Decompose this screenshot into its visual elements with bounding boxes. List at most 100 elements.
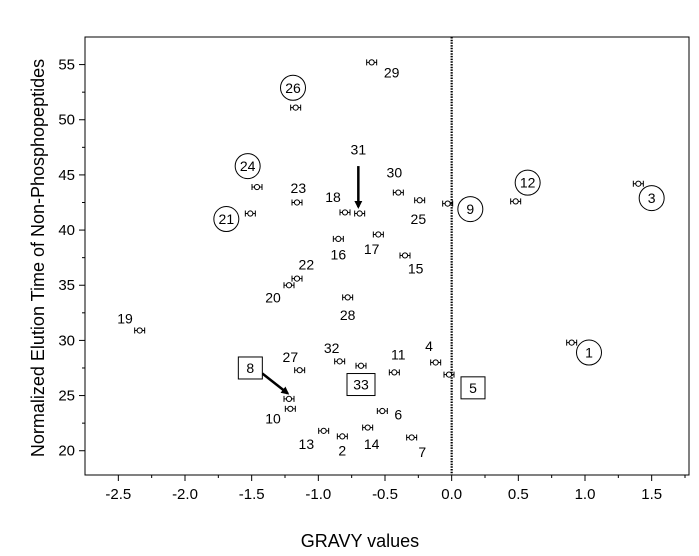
point-marker [285, 395, 293, 402]
point-marker [512, 198, 519, 205]
point-label: 24 [240, 158, 256, 174]
point-marker [293, 199, 301, 206]
label-box [346, 373, 376, 397]
x-tick-label: -2.5 [105, 486, 131, 503]
point-marker [416, 197, 423, 204]
point-marker [395, 189, 402, 196]
data-point [406, 434, 418, 441]
data-point [284, 405, 296, 412]
point-label: 10 [265, 411, 281, 427]
x-tick-label: 0.5 [508, 486, 529, 503]
data-point [443, 371, 455, 378]
data-point [291, 199, 303, 206]
point-label: 29 [384, 64, 400, 80]
point-marker [445, 371, 453, 378]
point-marker [247, 210, 254, 217]
point-marker [408, 434, 415, 441]
x-tick-label: -2.0 [172, 486, 198, 503]
label-circle [514, 169, 541, 196]
point-label: 11 [391, 347, 406, 363]
point-label: 14 [364, 436, 380, 452]
data-point [134, 327, 146, 334]
point-marker [335, 235, 342, 242]
point-label: 32 [324, 340, 340, 356]
point-label: 12 [520, 175, 536, 191]
data-point [632, 180, 644, 187]
point-label: 4 [425, 338, 433, 354]
y-tick-label: 20 [58, 443, 75, 460]
point-label: 25 [411, 211, 427, 227]
data-point [376, 407, 388, 415]
point-marker [253, 183, 261, 191]
data-point [430, 359, 442, 366]
y-tick-label: 30 [58, 332, 75, 349]
point-label: 22 [299, 256, 315, 272]
point-marker [336, 358, 343, 365]
point-marker [379, 407, 386, 415]
label-box [460, 376, 486, 400]
label-circle [576, 339, 602, 366]
data-point [362, 424, 374, 431]
y-tick-label: 35 [58, 277, 75, 294]
point-label: 23 [291, 180, 307, 196]
point-marker [375, 231, 382, 238]
data-point [283, 282, 295, 289]
plot-frame [84, 36, 690, 476]
x-tick-label: 0.0 [441, 486, 462, 503]
x-tick-label: 1.0 [575, 486, 596, 503]
data-point [372, 231, 384, 238]
arrow-layer [261, 166, 363, 395]
point-label: 15 [408, 261, 424, 277]
point-marker [344, 294, 351, 301]
point-marker [635, 180, 642, 187]
point-label: 26 [285, 80, 301, 96]
point-label: 20 [265, 289, 281, 305]
pointer-arrow [261, 372, 290, 395]
point-marker [357, 362, 365, 369]
x-tick-label: -1.0 [305, 486, 331, 503]
data-point [251, 183, 263, 191]
data-point [510, 198, 522, 205]
data-point [244, 210, 256, 217]
y-tick-label: 50 [58, 112, 75, 129]
y-tick-label: 55 [58, 57, 75, 74]
label-box [237, 356, 263, 380]
point-label: 30 [387, 165, 403, 181]
y-tick-label: 45 [58, 167, 75, 184]
label-circle [213, 206, 240, 233]
point-marker [444, 200, 451, 207]
data-point [291, 275, 303, 282]
data-point [566, 339, 578, 346]
point-marker [401, 252, 409, 259]
y-tick-label: 40 [58, 222, 75, 239]
point-label: 31 [351, 142, 367, 158]
label-circle [280, 74, 306, 101]
data-point [290, 104, 302, 111]
point-marker [292, 104, 299, 111]
y-axis-ticks: 20 25 30 35 40 45 50 55 [58, 57, 85, 460]
y-axis-title: Normalized Elution Time of Non-Phosphope… [28, 59, 48, 457]
point-marker [339, 433, 346, 440]
data-point [366, 59, 378, 66]
point-label: 7 [418, 444, 426, 460]
data-point [414, 197, 426, 204]
point-label: 9 [466, 201, 474, 217]
point-marker [368, 59, 375, 66]
point-label: 33 [353, 377, 369, 393]
data-point [442, 200, 454, 207]
x-axis-title: GRAVY values [301, 531, 419, 551]
point-marker [136, 327, 143, 334]
point-marker [364, 424, 371, 431]
point-marker [432, 359, 439, 366]
data-point [334, 358, 346, 365]
data-point [399, 252, 411, 259]
x-axis-ticks: -2.5 -2.0 -1.5 -1.0 -0.5 0.0 0.5 1.0 1.5 [105, 475, 686, 503]
point-label: 8 [246, 360, 254, 376]
y-tick-label: 25 [58, 388, 75, 405]
label-circle [234, 153, 261, 180]
data-point [339, 209, 351, 216]
point-label: 2 [338, 443, 346, 459]
x-tick-label: 1.5 [641, 486, 662, 503]
